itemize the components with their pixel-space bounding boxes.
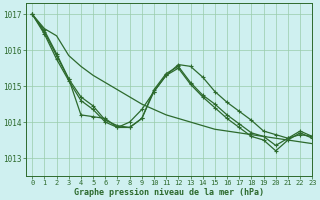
X-axis label: Graphe pression niveau de la mer (hPa): Graphe pression niveau de la mer (hPa): [74, 188, 264, 197]
